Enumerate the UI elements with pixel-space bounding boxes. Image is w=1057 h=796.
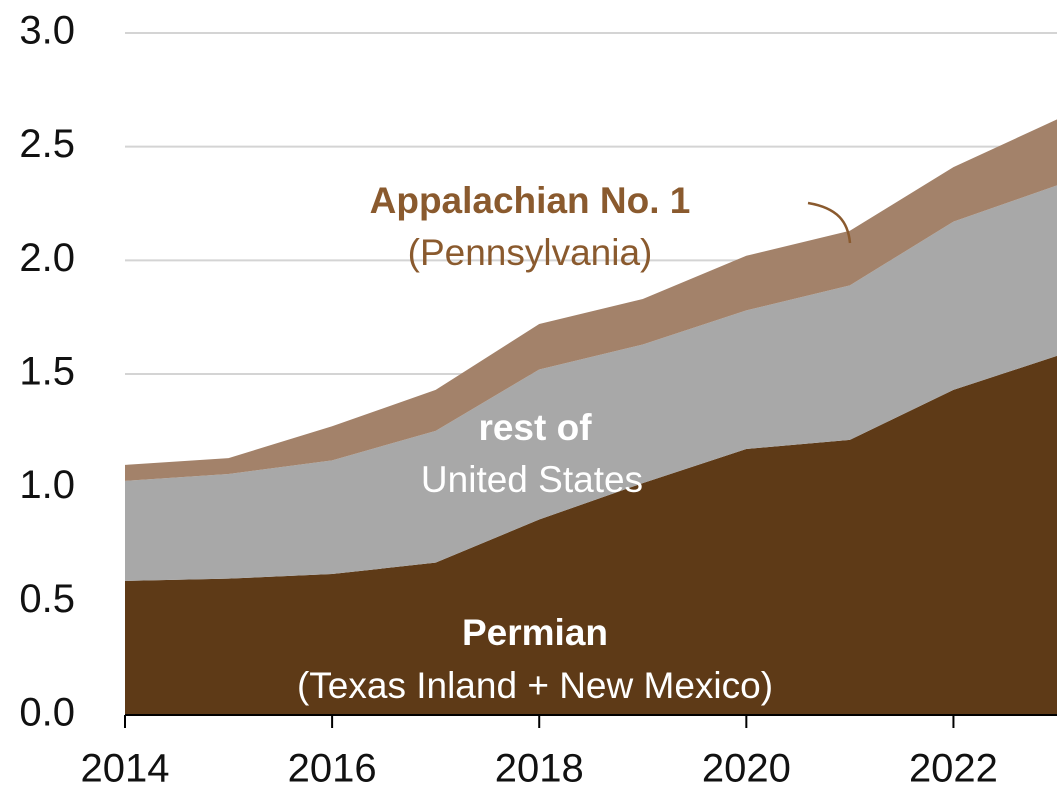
y-tick-label: 1.0 <box>19 463 75 507</box>
series-label: United States <box>421 459 643 500</box>
y-tick-label: 1.5 <box>19 350 75 394</box>
series-label: (Texas Inland + New Mexico) <box>297 665 773 706</box>
y-tick-label: 2.5 <box>19 122 75 166</box>
x-tick-label: 2016 <box>288 747 377 791</box>
areas <box>125 119 1057 715</box>
series-label: Permian <box>462 612 608 653</box>
x-tick-label: 2020 <box>702 747 791 791</box>
series-label: (Pennsylvania) <box>408 232 653 273</box>
y-tick-label: 3.0 <box>19 9 75 53</box>
y-tick-label: 0.5 <box>19 577 75 621</box>
annotation-leader <box>807 201 852 244</box>
x-tick-label: 2018 <box>495 747 584 791</box>
area <box>125 355 1057 715</box>
x-tick-label: 2014 <box>81 747 170 791</box>
y-tick-label: 2.0 <box>19 236 75 280</box>
axes: 0.0 0.5 1.0 1.5 2.0 2.5 3.0 2014 2016 2018 2020 202… <box>19 9 1057 791</box>
labels: Permian (Texas Inland + New Mexico) rest o… <box>297 180 773 706</box>
series-label: rest of <box>478 407 592 448</box>
x-tick-label: 2022 <box>909 747 998 791</box>
y-tick-label: 0.0 <box>19 691 75 735</box>
series-label: Appalachian No. 1 <box>370 180 691 221</box>
area <box>125 185 1057 581</box>
